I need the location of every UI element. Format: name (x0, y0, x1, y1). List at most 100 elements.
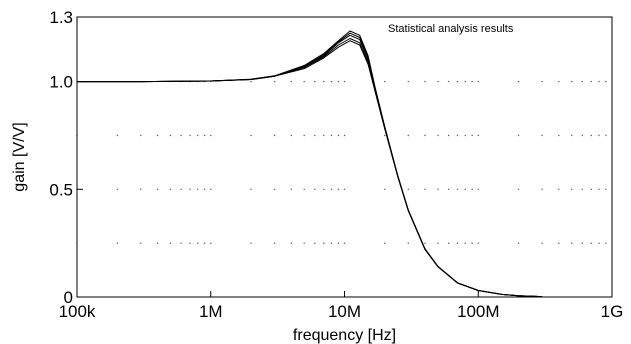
grid-dot (314, 80, 316, 83)
grid-dot (407, 80, 409, 83)
grid-dot (116, 242, 119, 244)
grid-dot (558, 134, 560, 137)
grid-dot (189, 242, 191, 244)
grid-dot (517, 134, 520, 137)
grid-dot (273, 134, 276, 137)
y-tick-label: 0.5 (49, 180, 73, 199)
grid-dot (605, 134, 607, 137)
grid-dot (384, 134, 386, 137)
grid-dot (464, 242, 466, 244)
grid-dot (424, 188, 426, 190)
grid-dot (169, 188, 172, 190)
grid-dot (598, 188, 600, 190)
grid-dot (384, 242, 386, 244)
grid-dot (541, 134, 543, 137)
grid-dot (330, 134, 333, 137)
grid-dot (303, 188, 305, 190)
grid-dot (407, 242, 409, 244)
grid-dot (330, 80, 333, 83)
grid-dot (273, 80, 276, 83)
grid-dot (140, 242, 142, 244)
x-tick-label: 100k (59, 302, 96, 321)
grid-dot (197, 188, 199, 190)
grid-dot (337, 242, 340, 244)
grid-dot (323, 188, 325, 190)
grid-dot (337, 188, 340, 190)
grid-dot (169, 134, 172, 137)
grid-dot (464, 134, 466, 137)
grid-dot (471, 80, 473, 83)
grid-dot (250, 188, 252, 190)
grid-dot (598, 134, 600, 137)
grid-dot (456, 242, 459, 244)
grid-dot (471, 242, 473, 244)
grid-dot (323, 134, 325, 137)
grid-dot (323, 242, 325, 244)
grid-dot (605, 80, 607, 83)
grid-dot (541, 188, 543, 190)
y-axis-label: gain [V/V] (11, 122, 28, 191)
grid-dot (343, 242, 346, 244)
grid-dot (343, 80, 346, 83)
grid-dot (203, 242, 206, 244)
grid-dot (343, 188, 346, 190)
series-line-5 (77, 30, 543, 298)
x-tick-label: 1G (601, 302, 624, 321)
grid-dot (590, 134, 592, 137)
grid-dot (189, 134, 191, 137)
grid-dot (303, 134, 305, 137)
grid-dot (471, 188, 473, 190)
grid-dot (140, 188, 142, 190)
grid-dot (477, 242, 479, 244)
grid-dot (517, 80, 520, 83)
grid-dot (290, 134, 292, 137)
grid-dot (605, 188, 607, 190)
grid-dot (203, 134, 206, 137)
grid-dot (571, 134, 573, 137)
grid-dot (273, 188, 276, 190)
grid-dot (456, 80, 459, 83)
grid-dot (407, 188, 409, 190)
grid-dot (456, 134, 459, 137)
y-tick-label: 1.3 (49, 8, 73, 27)
grid-dot (590, 188, 592, 190)
grid-dot (571, 242, 573, 244)
grid-dot (464, 80, 466, 83)
grid-dot (314, 242, 316, 244)
grid-dot (558, 80, 560, 83)
grid-dot (384, 80, 386, 83)
y-tick-label: 1.0 (49, 73, 73, 92)
grid-dot (303, 242, 305, 244)
series-line-4 (77, 32, 543, 298)
grid-dot (456, 188, 459, 190)
grid-dot (203, 188, 206, 190)
annotation-label: Statistical analysis results (388, 23, 514, 35)
grid-dot (156, 242, 159, 244)
grid-dot (424, 80, 426, 83)
grid-dot (517, 188, 520, 190)
grid-dot (447, 134, 450, 137)
grid-dot (471, 134, 473, 137)
grid-dot (189, 188, 191, 190)
grid-dot (581, 80, 583, 83)
grid-dot (197, 242, 199, 244)
grid-dot (290, 242, 292, 244)
grid-dot (541, 242, 543, 244)
grid-dot (477, 134, 479, 137)
grid-dot (464, 188, 466, 190)
plot-frame (76, 16, 613, 298)
grid-dot (180, 134, 182, 137)
grid-dot (424, 242, 426, 244)
grid-dot (337, 134, 340, 137)
grid-dot (447, 242, 450, 244)
grid-dot (598, 80, 600, 83)
grid-dot (116, 188, 119, 190)
grid-dot (250, 242, 252, 244)
grid-dot (156, 134, 159, 137)
grid-dot (330, 242, 333, 244)
grid-dot (541, 80, 543, 83)
grid-dot (330, 188, 333, 190)
grid-dot (477, 188, 479, 190)
grid-dot (314, 188, 316, 190)
